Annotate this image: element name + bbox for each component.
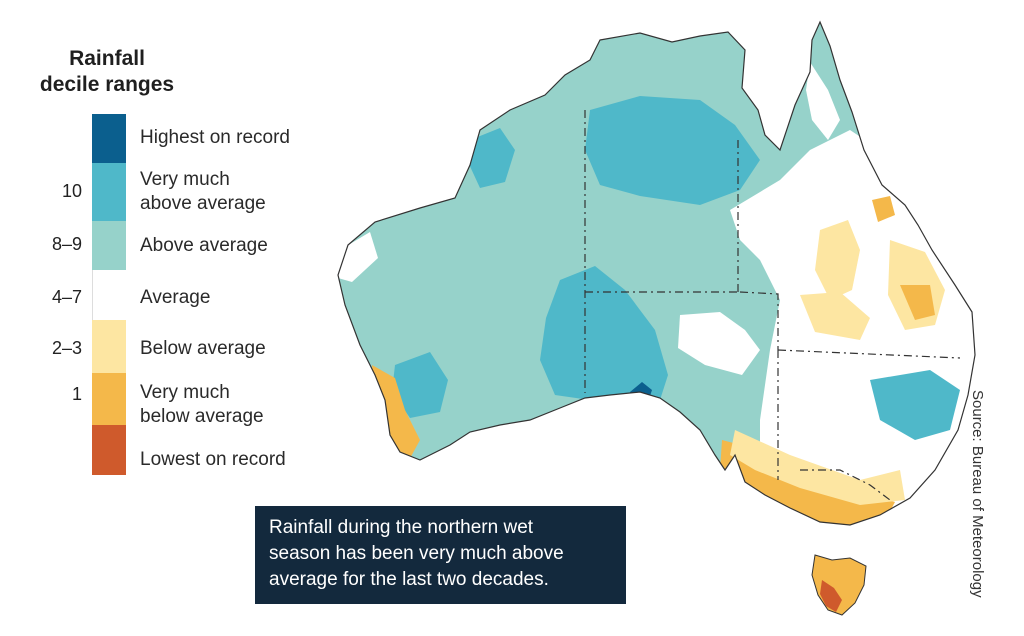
legend-label-highest-text: Highest on record	[140, 127, 290, 148]
legend-label-average: Average	[140, 286, 210, 310]
west-very-much-above-region	[392, 352, 448, 418]
state-borders	[584, 110, 961, 501]
legend-label-below: Below average	[140, 337, 266, 361]
legend-decile-10: 10	[61, 181, 82, 201]
southwest-below-region	[372, 365, 420, 462]
queensland-very-much-above-region	[870, 370, 960, 440]
northwest-coast-average-region	[338, 232, 378, 282]
legend-label-very-much-above-line2: above average	[140, 193, 266, 214]
legend-label-above-text: Above average	[140, 235, 268, 256]
australia-rainfall-map	[337, 21, 976, 616]
rainfall-regions	[338, 62, 975, 525]
sa-qld-border	[739, 291, 779, 350]
legend-label-average-text: Average	[140, 287, 211, 308]
qld-nsw-border	[777, 349, 961, 359]
callout-box: Rainfall during the northern wet season …	[255, 506, 626, 604]
legend-decile-4-7: 4–7	[51, 287, 82, 307]
legend-swatch-below	[92, 320, 126, 373]
central-average-region	[678, 312, 760, 375]
legend-label-very-much-below-line1: Very much	[140, 382, 230, 403]
tasmania-lowest-region	[820, 580, 842, 612]
legend-swatch-lowest	[92, 425, 126, 475]
legend-label-lowest-text: Lowest on record	[140, 449, 286, 470]
legend-decile-2-3: 2–3	[51, 338, 82, 358]
legend-label-very-much-below: Very much below average	[140, 381, 264, 429]
legend-label-above: Above average	[140, 234, 268, 258]
east-below-region-3	[800, 292, 870, 340]
callout-line2: season has been very much above	[269, 543, 564, 564]
legend-title: Rainfall decile ranges	[22, 46, 192, 98]
legend-label-very-much-below-line2: below average	[140, 406, 264, 427]
nsw-below-region	[900, 285, 935, 320]
legend-swatch-above	[92, 221, 126, 270]
callout-line3: average for the last two decades.	[269, 569, 549, 590]
legend-title-line2: decile ranges	[39, 73, 175, 96]
nsw-vic-border	[800, 469, 891, 501]
east-below-region-1	[815, 220, 860, 300]
kimberley-very-much-above-region	[468, 128, 515, 188]
legend-label-below-text: Below average	[140, 338, 266, 359]
source-credit: Source: Bureau of Meteorology	[969, 390, 986, 598]
qld-below-region	[872, 196, 895, 222]
legend-decile-8-9: 8–9	[51, 234, 82, 254]
cape-york-average-region	[806, 62, 840, 140]
legend-label-highest: Highest on record	[140, 126, 290, 150]
southeast-below-light-region	[730, 430, 905, 505]
legend-label-very-much-above: Very much above average	[140, 168, 266, 216]
legend-title-line1: Rainfall	[69, 47, 145, 70]
central-very-much-above-region	[540, 266, 668, 402]
legend-swatch-very-much-below	[92, 373, 126, 425]
callout-line1: Rainfall during the northern wet	[269, 517, 534, 538]
legend-swatch-highest	[92, 114, 126, 163]
legend-label-very-much-above-line1: Very much	[140, 169, 230, 190]
north-very-much-above-region	[585, 96, 760, 205]
legend-swatch-average	[92, 270, 127, 320]
legend-decile-1: 1	[71, 384, 82, 404]
legend-label-lowest: Lowest on record	[140, 448, 286, 472]
legend-swatch-very-much-above	[92, 163, 126, 221]
